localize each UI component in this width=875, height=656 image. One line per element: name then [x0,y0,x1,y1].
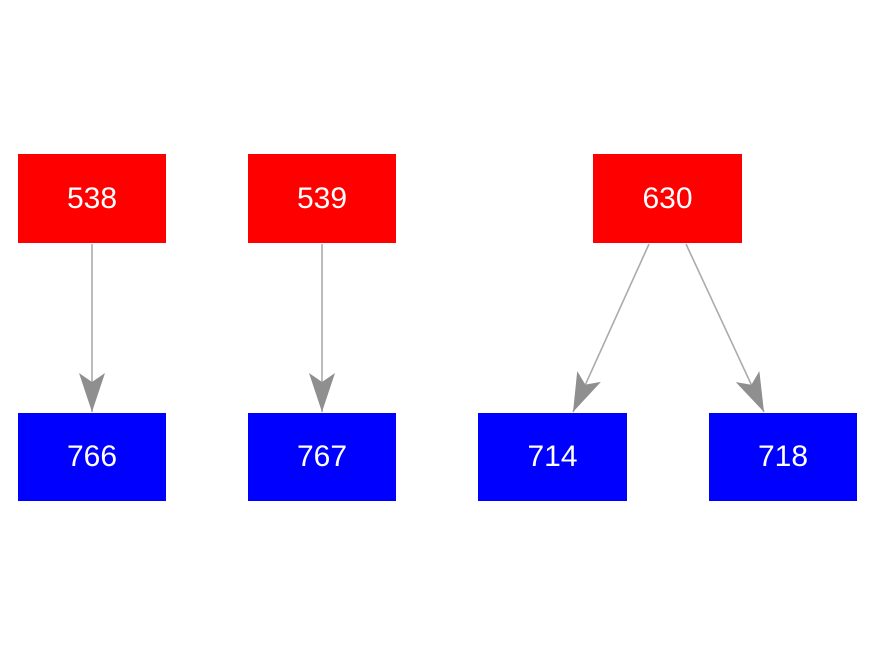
node-630: 630 [593,154,742,243]
node-718: 718 [709,413,857,501]
node-539: 539 [248,154,396,243]
node-label-538: 538 [66,181,118,215]
node-538: 538 [18,154,166,243]
node-714: 714 [478,413,627,501]
edge-630-to-718 [685,243,765,413]
node-766: 766 [18,413,166,501]
node-label-767: 767 [296,440,348,473]
node-label-766: 766 [66,440,118,473]
edges-group [79,243,765,413]
node-767: 767 [248,413,396,501]
node-label-718: 718 [757,440,809,473]
node-label-539: 539 [296,181,348,215]
node-label-630: 630 [642,181,693,215]
edge-630-to-714 [572,243,650,413]
node-label-714: 714 [527,440,578,473]
